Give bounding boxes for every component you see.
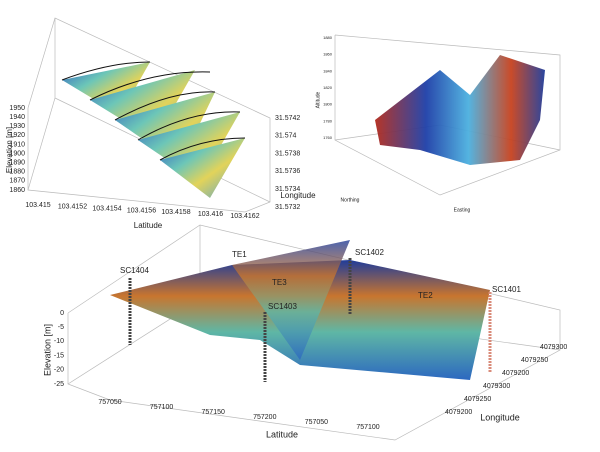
z-axis-label: Elevation [m] (42, 324, 52, 376)
x-axis-label: Latitude (266, 429, 298, 439)
z-tick-label: 1940 (9, 114, 25, 121)
y-tick-label: 31.5742 (275, 115, 300, 122)
x-tick-label: 103.4162 (230, 213, 259, 220)
y-axis-label: Northing (341, 197, 360, 203)
z-tick-label: 1840 (323, 68, 333, 73)
z-tick-label: 1880 (323, 35, 333, 40)
z-tick-label: 1860 (9, 187, 25, 194)
z-tick-label: 1930 (9, 123, 25, 130)
y-tick-label: 31.5732 (275, 204, 300, 211)
x-tick-label: 757100 (150, 404, 173, 411)
x-axis-label: Easting (454, 207, 471, 213)
surface (375, 55, 545, 165)
x-tick-label: 757200 (253, 414, 276, 421)
z-tick-label: 1920 (9, 132, 25, 139)
y-tick-label: 4079250 (521, 357, 548, 364)
z-tick-label: 1880 (9, 169, 25, 176)
z-tick-label: 1910 (9, 141, 25, 148)
x-tick-label: 757050 (98, 399, 121, 406)
z-tick-label: 1900 (9, 150, 25, 157)
annotation: SC1403 (268, 302, 297, 311)
x-tick-label: 757100 (356, 424, 379, 431)
z-tick-label: -15 (54, 352, 64, 359)
z-tick-label: 1860 (323, 52, 333, 57)
y-tick-label: 4079200 (502, 370, 529, 377)
z-tick-label: 1800 (323, 102, 333, 107)
y-tick-label: 31.5736 (275, 168, 300, 175)
annotation: SC1401 (492, 285, 521, 294)
x-tick-label: 103.416 (198, 211, 223, 218)
x-tick-label: 103.4154 (92, 206, 121, 213)
x-tick-label: 103.4158 (161, 209, 190, 216)
y-tick-label: 31.574 (275, 133, 297, 140)
z-tick-label: 1890 (9, 160, 25, 167)
surface (110, 240, 490, 380)
z-axis-label: Elevation [m] (5, 127, 14, 173)
x-tick-label: 757150 (202, 409, 225, 416)
y-tick-label: 4079300 (540, 344, 567, 351)
panel-2-frame (334, 34, 561, 196)
z-tick-label: 1870 (9, 178, 25, 185)
panel-1-frame (27, 17, 271, 213)
z-tick-label: 1780 (323, 118, 333, 123)
y-tick-label: 31.5734 (275, 186, 300, 193)
y-tick-label: 4079250 (464, 396, 491, 403)
z-tick-label: 1760 (323, 135, 333, 140)
z-tick-label: 0 (60, 310, 64, 317)
x-tick-label: 103.4156 (127, 207, 156, 214)
annotation: TE1 (232, 250, 247, 259)
z-tick-label: -20 (54, 367, 64, 374)
panel-3-frame (67, 224, 561, 441)
annotation: TE2 (418, 291, 433, 300)
boreholes (128, 258, 492, 382)
z-tick-label: 1950 (9, 105, 25, 112)
x-tick-label: 103.415 (25, 202, 50, 209)
annotation: SC1402 (355, 248, 384, 257)
y-tick-label: 31.5738 (275, 150, 300, 157)
annotation: TE3 (272, 278, 287, 287)
z-tick-label: -25 (54, 381, 64, 388)
z-tick-label: -10 (54, 338, 64, 345)
y-tick-label: 4079300 (483, 383, 510, 390)
z-tick-label: 1820 (323, 85, 333, 90)
x-tick-label: 103.4152 (58, 204, 87, 211)
x-tick-label: 757050 (305, 419, 328, 426)
y-axis-label: Longitude (280, 191, 316, 200)
x-axis-label: Latitude (134, 221, 163, 230)
z-axis-label: Altitude (315, 91, 321, 108)
y-tick-label: 4079200 (445, 409, 472, 416)
surface (61, 61, 246, 198)
annotation: SC1404 (120, 266, 149, 275)
y-axis-label: Longitude (480, 412, 520, 422)
z-tick-label: -5 (58, 324, 64, 331)
